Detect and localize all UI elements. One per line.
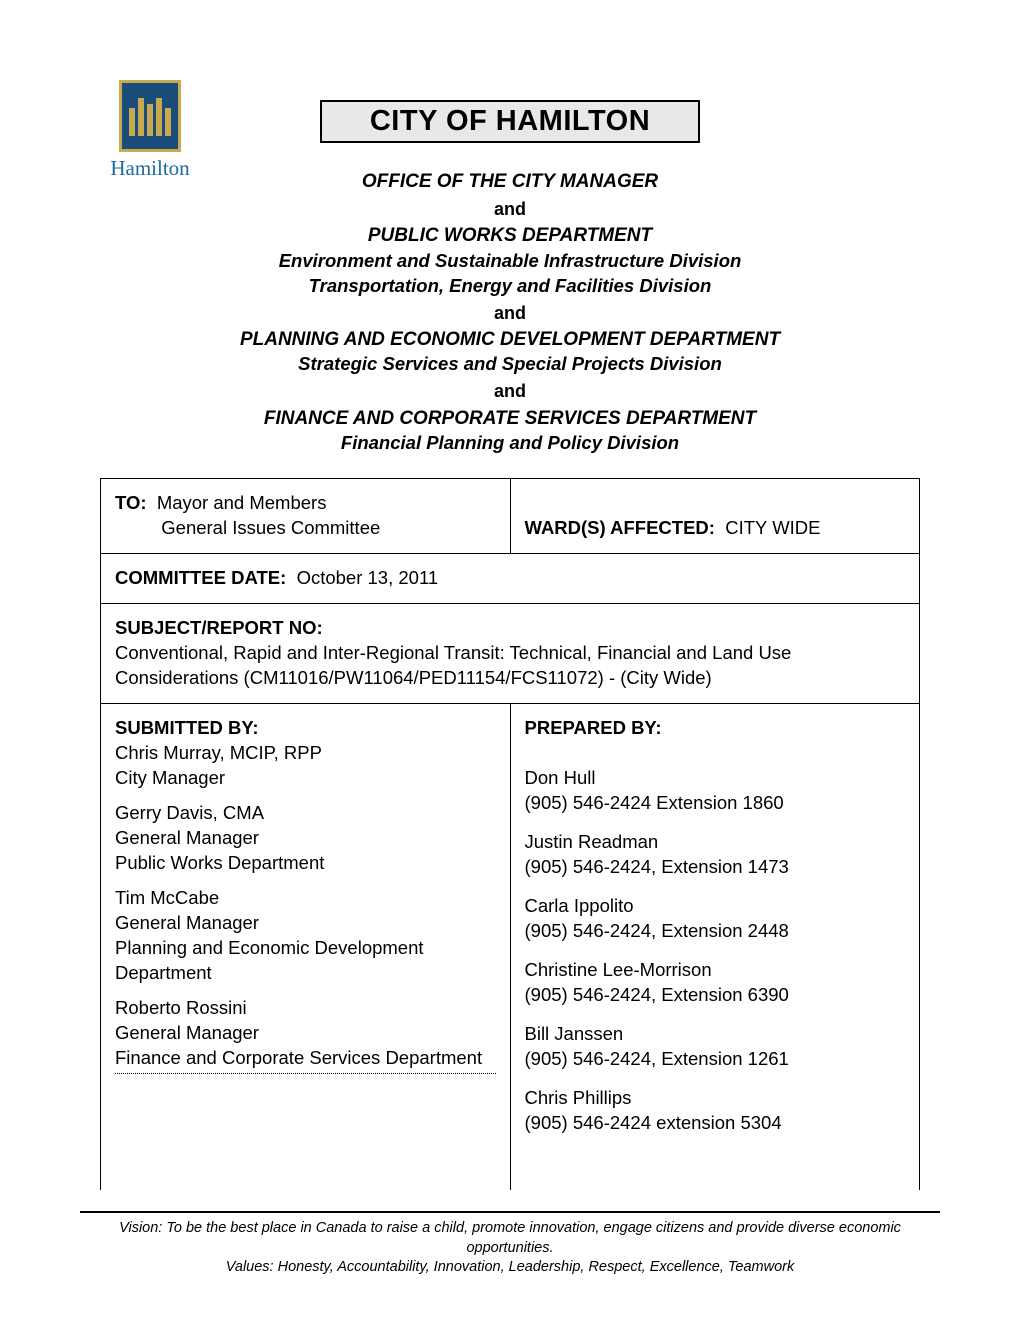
page-footer: Vision: To be the best place in Canada t… — [80, 1211, 940, 1278]
document-title: CITY OF HAMILTON — [322, 105, 698, 138]
submitter: Roberto Rossini General Manager Finance … — [115, 996, 496, 1071]
dept-subheading: Environment and Sustainable Infrastructu… — [100, 249, 920, 274]
submitter: Gerry Davis, CMA General Manager Public … — [115, 801, 496, 876]
preparer: Christine Lee-Morrison (905) 546-2424, E… — [525, 958, 906, 1008]
dept-subheading: Financial Planning and Policy Division — [100, 431, 920, 456]
to-line2: General Issues Committee — [161, 517, 380, 538]
dept-heading: PUBLIC WORKS DEPARTMENT — [100, 223, 920, 249]
submitter-name: Roberto Rossini — [115, 996, 496, 1021]
to-cell: TO: Mayor and Members General Issues Com… — [101, 479, 511, 554]
preparer-name: Chris Phillips — [525, 1086, 906, 1111]
submitter: Chris Murray, MCIP, RPP City Manager — [115, 741, 496, 791]
logo-icon — [119, 80, 181, 152]
preparer-phone: (905) 546-2424, Extension 6390 — [525, 983, 906, 1008]
footer-values: Values: Honesty, Accountability, Innovat… — [80, 1258, 940, 1278]
document-page: Hamilton CITY OF HAMILTON OFFICE OF THE … — [0, 0, 1020, 1320]
preparer-name: Justin Readman — [525, 830, 906, 855]
preparer-name: Bill Janssen — [525, 1022, 906, 1047]
submitter-name: Gerry Davis, CMA — [115, 801, 496, 826]
preparer: Justin Readman (905) 546-2424, Extension… — [525, 830, 906, 880]
prepared-by-label: PREPARED BY: — [525, 717, 662, 738]
submitter-role: City Manager — [115, 766, 496, 791]
dotted-separator — [115, 1073, 496, 1074]
logo-wordmark: Hamilton — [100, 156, 200, 181]
submitted-by-cell: SUBMITTED BY: Chris Murray, MCIP, RPP Ci… — [101, 704, 511, 1190]
dept-heading: FINANCE AND CORPORATE SERVICES DEPARTMEN… — [100, 406, 920, 432]
and-text: and — [100, 379, 920, 403]
preparer-phone: (905) 546-2424, Extension 1473 — [525, 855, 906, 880]
dept-heading: OFFICE OF THE CITY MANAGER — [100, 169, 920, 195]
submitter-name: Chris Murray, MCIP, RPP — [115, 741, 496, 766]
preparer-name: Christine Lee-Morrison — [525, 958, 906, 983]
departments-block: OFFICE OF THE CITY MANAGER and PUBLIC WO… — [100, 169, 920, 456]
to-line1: Mayor and Members — [157, 492, 327, 513]
submitted-by-label: SUBMITTED BY: — [115, 717, 259, 738]
dept-subheading: Transportation, Energy and Facilities Di… — [100, 274, 920, 299]
date-cell: COMMITTEE DATE: October 13, 2011 — [101, 554, 920, 604]
submitter-role: General Manager Finance and Corporate Se… — [115, 1021, 496, 1071]
dept-subheading: Strategic Services and Special Projects … — [100, 352, 920, 377]
preparer: Chris Phillips (905) 546-2424 extension … — [525, 1086, 906, 1136]
preparer-phone: (905) 546-2424 Extension 1860 — [525, 791, 906, 816]
subject-cell: SUBJECT/REPORT NO: Conventional, Rapid a… — [101, 604, 920, 704]
submitter-name: Tim McCabe — [115, 886, 496, 911]
preparer-name: Don Hull — [525, 766, 906, 791]
logo: Hamilton — [100, 80, 200, 181]
date-value: October 13, 2011 — [297, 567, 439, 588]
preparer: Carla Ippolito (905) 546-2424, Extension… — [525, 894, 906, 944]
submitter-role: General Manager Public Works Department — [115, 826, 496, 876]
wards-value: CITY WIDE — [725, 517, 820, 538]
preparer-phone: (905) 546-2424, Extension 1261 — [525, 1047, 906, 1072]
footer-vision: Vision: To be the best place in Canada t… — [80, 1219, 940, 1258]
preparer-name: Carla Ippolito — [525, 894, 906, 919]
submitter-role: General Manager Planning and Economic De… — [115, 911, 496, 986]
dept-heading: PLANNING AND ECONOMIC DEVELOPMENT DEPART… — [100, 327, 920, 353]
preparer-phone: (905) 546-2424, Extension 2448 — [525, 919, 906, 944]
to-label: TO: — [115, 492, 147, 513]
wards-label: WARD(S) AFFECTED: — [525, 517, 715, 538]
and-text: and — [100, 301, 920, 325]
preparer: Don Hull (905) 546-2424 Extension 1860 — [525, 766, 906, 816]
wards-cell: WARD(S) AFFECTED: CITY WIDE — [510, 479, 920, 554]
preparer-phone: (905) 546-2424 extension 5304 — [525, 1111, 906, 1136]
preparer: Bill Janssen (905) 546-2424, Extension 1… — [525, 1022, 906, 1072]
prepared-by-cell: PREPARED BY: Don Hull (905) 546-2424 Ext… — [510, 704, 920, 1190]
subject-value: Conventional, Rapid and Inter-Regional T… — [115, 642, 791, 688]
subject-label: SUBJECT/REPORT NO: — [115, 617, 323, 638]
date-label: COMMITTEE DATE: — [115, 567, 286, 588]
submitter: Tim McCabe General Manager Planning and … — [115, 886, 496, 986]
document-title-box: CITY OF HAMILTON — [320, 100, 700, 143]
report-info-table: TO: Mayor and Members General Issues Com… — [100, 478, 920, 1189]
and-text: and — [100, 197, 920, 221]
